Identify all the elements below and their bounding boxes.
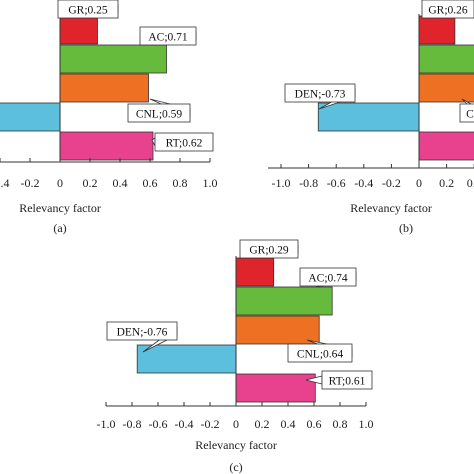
x-tick-label: 0: [57, 176, 63, 190]
x-tick-label: 0.2: [255, 417, 270, 431]
bar-ac: [418, 44, 474, 74]
x-tick-label: 1.0: [203, 176, 218, 190]
bar-rt: [235, 373, 316, 403]
x-tick-label: 1.0: [359, 417, 374, 431]
callout-box: [287, 343, 353, 363]
data-label: AC;0.71: [148, 32, 188, 44]
data-label: GR;0.29: [249, 245, 289, 257]
x-tick-label: 0.8: [173, 176, 188, 190]
bar-gr: [59, 15, 98, 45]
x-tick-label: -0.2: [382, 176, 401, 190]
callout-cnl: C: [459, 98, 474, 123]
x-tick-label: 0.4: [467, 176, 474, 190]
data-label: CNL;0.59: [136, 109, 183, 121]
x-tick-label: 0: [416, 176, 422, 190]
x-tick-label: -0.4: [175, 417, 194, 431]
callout-den: DEN;-0.76: [106, 321, 178, 353]
callout-box: [421, 0, 474, 19]
bar-gr: [235, 257, 275, 287]
callout-box: [284, 83, 356, 103]
data-label: DEN;-0.76: [117, 327, 168, 339]
x-tick-label: -0.4: [354, 176, 373, 190]
x-tick-label: -1.0: [272, 176, 291, 190]
x-tick-label: 0.2: [439, 176, 454, 190]
x-tick-label: 0.8: [333, 417, 348, 431]
callout-cnl: CNL;0.59: [127, 98, 191, 123]
data-label: DEN;-0.73: [295, 89, 346, 101]
x-tick-label: 0.4: [113, 176, 128, 190]
chart-panel-a: -0.4 -0.2 0 0.2 0.4 0.6 0.8 1.0 Relevancy factor…: [0, 0, 218, 235]
x-tick-label: -1.0: [97, 417, 116, 431]
callout-gr: GR;0.29: [239, 239, 299, 259]
bar-ac: [235, 286, 333, 316]
x-axis-label: Relevancy factor: [350, 201, 432, 215]
callout-box: [299, 267, 357, 287]
chart-panel-b: -1.0 -0.8 -0.6 -0.4 -0.2 0 0.2 0.4 Relevancy fac…: [268, 0, 474, 235]
bar-rt: [59, 131, 154, 161]
data-label: RT;0.61: [329, 376, 366, 388]
x-tick-label: -0.4: [0, 176, 10, 190]
bar-cnl: [418, 73, 474, 103]
x-tick-label: 0: [233, 417, 239, 431]
bar-den: [317, 102, 420, 132]
x-tick-label: 0.6: [307, 417, 322, 431]
bar-gr: [418, 15, 456, 45]
callout-gr: GR;0.25: [57, 0, 119, 19]
x-axis-label: Relevancy factor: [19, 201, 101, 215]
data-label: C: [466, 109, 474, 121]
bar-den: [0, 102, 61, 132]
callout-ac: AC;0.74: [299, 267, 357, 288]
callout-den: DEN;-0.73: [284, 83, 356, 110]
callout-rt: RT;0.62: [151, 132, 214, 152]
callout-cnl: CNL;0.64: [287, 339, 353, 363]
data-label: CNL;0.64: [297, 349, 344, 361]
bar-rt: [418, 131, 474, 161]
x-axis-label: Relevancy factor: [195, 438, 277, 452]
x-tick-label: -0.6: [327, 176, 346, 190]
x-tick-label: 0.4: [281, 417, 296, 431]
callout-box: [459, 103, 474, 123]
panel-label: (a): [53, 221, 66, 235]
panel-label: (c): [229, 460, 242, 474]
data-label: GR;0.25: [68, 5, 108, 17]
callout-box: [139, 26, 197, 46]
x-tick-label: -0.2: [201, 417, 220, 431]
callout-rt: RT;0.61: [305, 370, 373, 390]
chart-panel-c: -1.0 -0.8 -0.6 -0.4 -0.2 0 0.2 0.4 0.6 0.8 1.0 Rele…: [97, 239, 374, 474]
bar-den: [136, 344, 237, 374]
x-tick-label: 0.2: [83, 176, 98, 190]
bar-cnl: [59, 73, 149, 103]
bar-cnl: [235, 315, 320, 345]
callout-gr: GR;0.26: [421, 0, 474, 19]
x-tick-label: 0.6: [143, 176, 158, 190]
callout-box: [57, 0, 119, 19]
callout-box: [154, 132, 214, 152]
x-tick-label: -0.6: [149, 417, 168, 431]
callout-box: [106, 321, 178, 341]
x-tick-label: -0.2: [21, 176, 40, 190]
x-tick-label: -0.8: [123, 417, 142, 431]
callout-box: [321, 370, 373, 390]
callout-box: [239, 239, 299, 259]
callout-ac: AC;0.71: [139, 26, 197, 46]
bar-ac: [59, 44, 167, 74]
callout-box: [127, 103, 191, 123]
panel-label: (b): [399, 221, 413, 235]
x-tick-label: -0.8: [299, 176, 318, 190]
data-label: RT;0.62: [166, 138, 203, 150]
data-label: GR;0.26: [428, 5, 468, 17]
data-label: AC;0.74: [308, 273, 348, 285]
